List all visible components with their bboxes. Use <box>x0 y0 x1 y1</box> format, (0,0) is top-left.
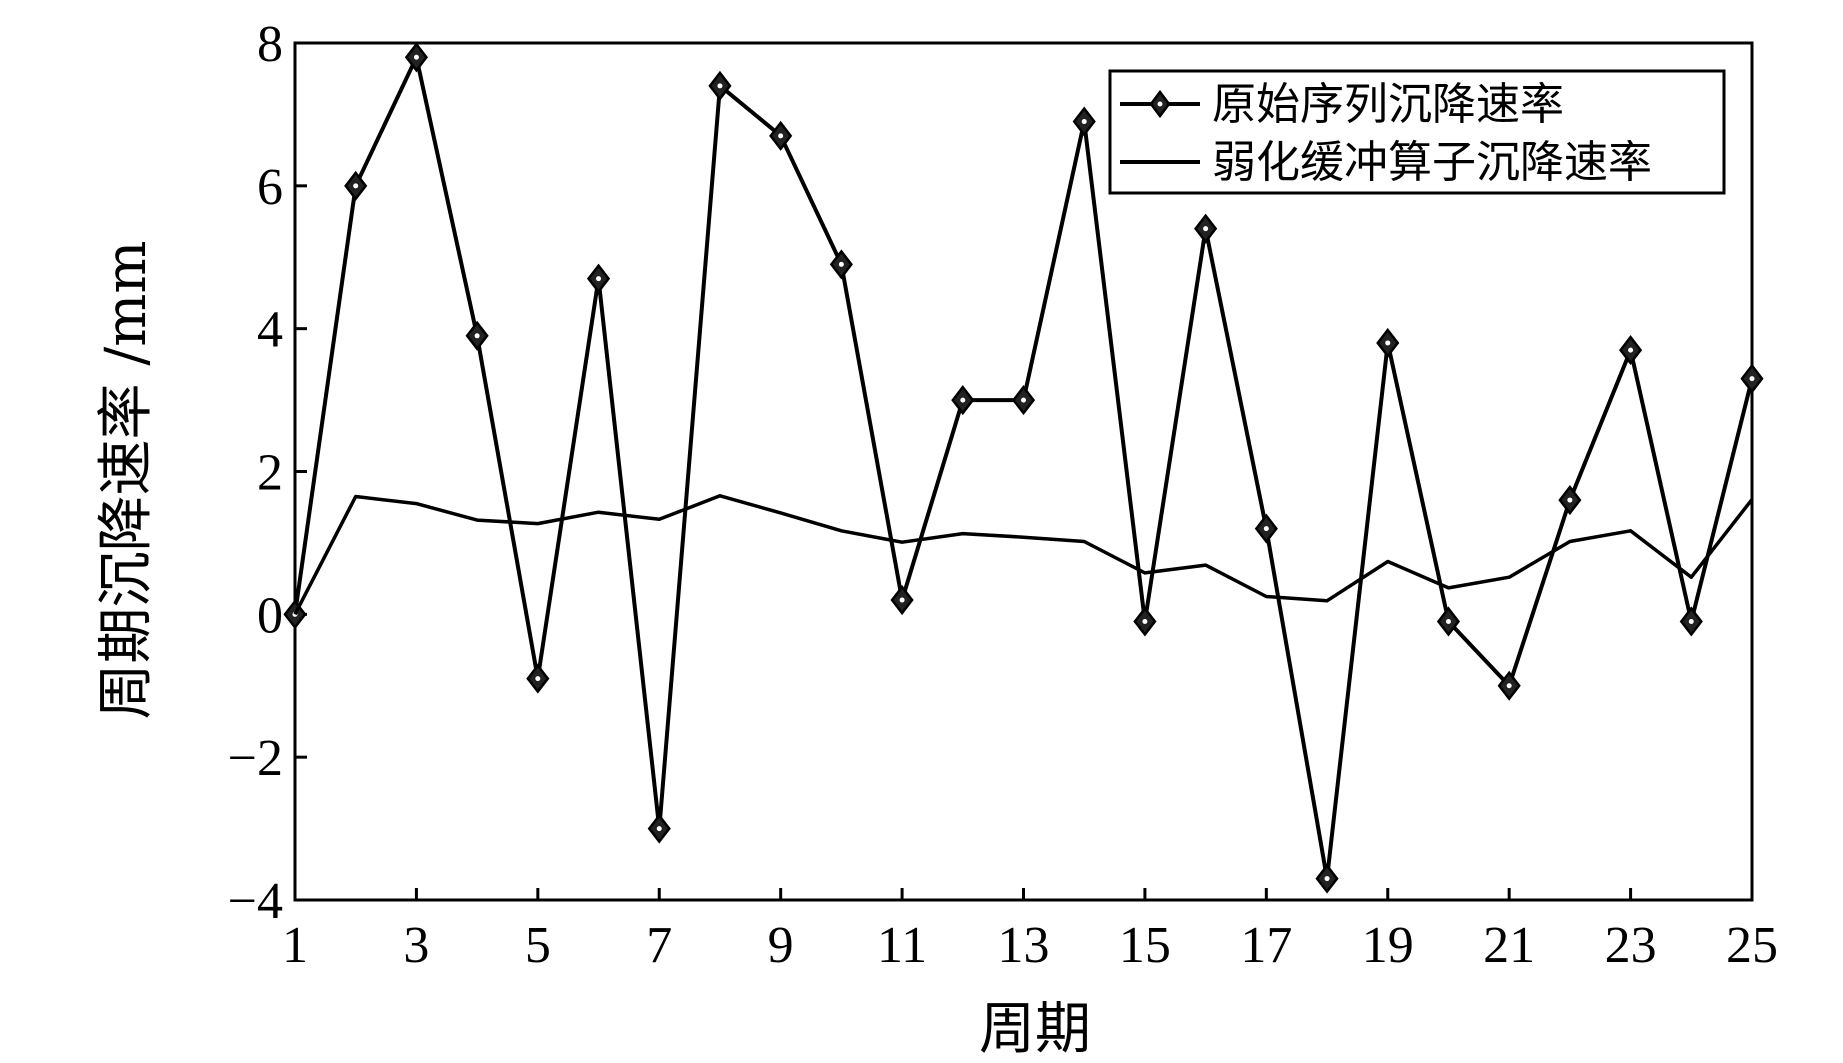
data-point-dot-0-7 <box>717 83 723 89</box>
y-tick-label: 2 <box>257 445 283 502</box>
legend-entry-original: 原始序列沉降速率 <box>1120 79 1564 130</box>
x-tick-label: 25 <box>1726 917 1778 974</box>
series-layer <box>283 42 1764 894</box>
data-point-dot-0-17 <box>1324 876 1330 882</box>
data-point-dot-0-4 <box>535 676 541 682</box>
data-point-dot-0-2 <box>413 54 419 60</box>
y-tick-label: 8 <box>257 16 283 73</box>
data-point-dot-0-22 <box>1628 347 1634 353</box>
data-point-dot-0-16 <box>1263 526 1269 532</box>
y-tick-label: −4 <box>228 873 283 930</box>
x-tick-label: 19 <box>1362 917 1414 974</box>
data-point-dot-0-18 <box>1385 340 1391 346</box>
data-point-dot-0-15 <box>1203 226 1209 232</box>
data-point-dot-0-5 <box>596 276 602 282</box>
x-tick-label: 7 <box>646 917 672 974</box>
y-tick-label: 6 <box>257 159 283 216</box>
x-tick-label: 15 <box>1119 917 1171 974</box>
data-point-dot-0-13 <box>1081 119 1087 125</box>
legend-label-buffered: 弱化缓冲算子沉降速率 <box>1212 137 1652 188</box>
data-point-dot-0-12 <box>1021 397 1026 403</box>
data-point-dot-0-6 <box>656 826 662 832</box>
legend-box <box>1108 69 1726 195</box>
y-tick-label: 0 <box>257 587 283 644</box>
series-1 <box>293 494 1754 616</box>
y-tick-label: 4 <box>257 302 283 359</box>
data-point-dot-0-1 <box>353 183 359 189</box>
x-tick-label: 11 <box>877 917 927 974</box>
y-axis: −4 −2 0 2 4 6 8 <box>228 16 307 930</box>
legend-entry-buffered: 弱化缓冲算子沉降速率 <box>1120 137 1652 188</box>
x-axis-title: 周期 <box>979 997 1091 1062</box>
data-point-dot-0-10 <box>899 597 905 603</box>
x-tick-label: 17 <box>1240 917 1292 974</box>
x-tick-label: 9 <box>768 917 794 974</box>
data-point-dot-0-21 <box>1567 497 1573 503</box>
data-point-dot-0-14 <box>1142 618 1148 624</box>
legend: 原始序列沉降速率 弱化缓冲算子沉降速率 <box>1108 69 1726 195</box>
legend-marker-dot-icon <box>1157 101 1163 107</box>
x-axis: 1 3 5 7 9 11 13 15 17 19 21 23 25 <box>282 888 1778 974</box>
data-point-dot-0-24 <box>1749 376 1755 382</box>
series-0 <box>283 42 1764 894</box>
legend-label-original: 原始序列沉降速率 <box>1212 79 1564 130</box>
x-tick-label: 23 <box>1605 917 1657 974</box>
data-point-dot-0-23 <box>1688 618 1694 624</box>
y-axis-title: 周期沉降速率 /mm <box>94 241 159 720</box>
y-tick-label: −2 <box>228 730 283 787</box>
data-point-dot-0-8 <box>778 133 784 139</box>
x-tick-label: 1 <box>282 917 308 974</box>
x-tick-label: 13 <box>998 917 1050 974</box>
data-point-dot-0-11 <box>960 397 966 403</box>
x-tick-label: 5 <box>525 917 551 974</box>
data-point-dot-0-9 <box>838 261 844 267</box>
x-tick-label: 21 <box>1483 917 1535 974</box>
series-line-1 <box>293 494 1754 616</box>
data-point-dot-0-20 <box>1506 683 1512 689</box>
data-point-dot-0-3 <box>474 333 480 339</box>
x-tick-label: 3 <box>403 917 429 974</box>
data-point-dot-0-19 <box>1445 618 1451 624</box>
